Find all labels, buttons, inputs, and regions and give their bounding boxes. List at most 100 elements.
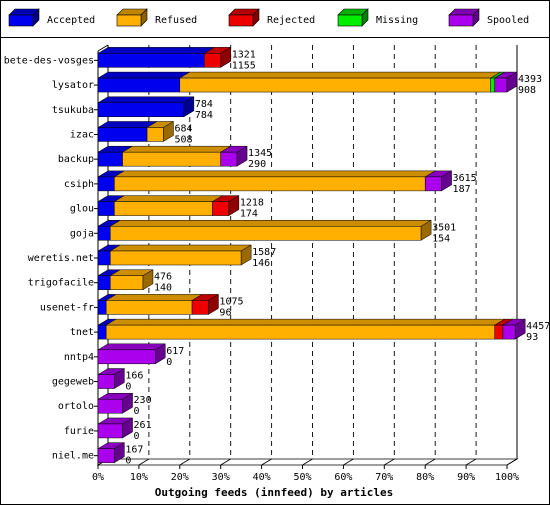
x-tick-label: 20% <box>171 472 189 483</box>
bar-segment-refused <box>146 127 164 142</box>
bar-segment-spooled <box>97 398 123 414</box>
x-tick-label: 90% <box>457 472 475 483</box>
legend-label: Spooled <box>487 15 529 26</box>
bar-segment-spooled <box>424 176 442 192</box>
bar-label-bytes: 96 <box>219 307 231 318</box>
bar-segment-top <box>105 318 506 326</box>
bar-segment-spooled <box>97 448 115 463</box>
bar-segment-accepted <box>97 201 115 216</box>
bar-side-face <box>155 343 166 365</box>
category-label: ortolo <box>58 401 94 412</box>
bar-segment-refused <box>179 77 491 93</box>
bar-segment-spooled <box>97 374 115 389</box>
bar-label-total: 261 <box>134 420 152 431</box>
x-tick-label: 70% <box>375 472 393 483</box>
legend-swatch <box>116 14 142 27</box>
bar-segment-top <box>113 195 224 202</box>
category-label: tsukuba <box>52 105 94 116</box>
bar-side-face <box>142 269 154 291</box>
bar-segment-accepted <box>97 275 111 290</box>
bar-segment-rejected <box>204 53 221 68</box>
legend-item-rejected: Rejected <box>228 8 315 27</box>
bar-label-total: 1218 <box>240 198 264 209</box>
bar-label-total: 684 <box>174 123 192 134</box>
bar-side-face <box>208 293 219 315</box>
bar-label-total: 476 <box>154 272 172 283</box>
bar-segment-top <box>97 96 195 104</box>
bar-side-face <box>240 244 252 266</box>
legend-swatch <box>448 14 474 27</box>
bar-segment-top <box>178 71 502 79</box>
bar-label-bytes: 140 <box>154 283 172 294</box>
x-tick-label: 60% <box>334 472 352 483</box>
bar-label-total: 230 <box>134 395 152 406</box>
bar-segment-spooled <box>97 349 156 365</box>
legend-label: Rejected <box>267 15 315 26</box>
floor-tick-line <box>220 458 231 466</box>
bar-side-face <box>420 219 432 241</box>
legend-swatch <box>8 14 34 27</box>
bar-label-bytes: 508 <box>174 134 192 145</box>
bar-side-face <box>441 170 452 192</box>
bar-segment-rejected <box>494 324 504 340</box>
x-axis-title: Outgoing feeds (innfeed) by articles <box>155 486 393 499</box>
category-label: glou <box>70 204 94 215</box>
category-label: trigofacile <box>28 278 94 289</box>
legend-label: Refused <box>155 15 197 26</box>
bar-label-bytes: 187 <box>453 184 471 195</box>
category-label: tnet <box>70 327 94 338</box>
x-tick-label: 80% <box>416 472 434 483</box>
legend-item-spooled: Spooled <box>448 8 529 27</box>
x-tick-label: 100% <box>495 472 519 483</box>
bar-segment-accepted <box>97 127 148 142</box>
bar-segment-top <box>121 145 232 153</box>
bar-side-face <box>114 368 125 389</box>
legend-label: Missing <box>376 15 418 26</box>
bar-segment-top <box>113 170 437 178</box>
bar-label-total: 1321 <box>232 49 256 60</box>
bar-segment-accepted <box>97 324 107 340</box>
floor-tick-line <box>179 458 191 466</box>
bar-side-face <box>236 145 248 167</box>
bar-segment-top <box>109 220 433 227</box>
legend: Accepted Refused Rejected Missing Spooled <box>8 8 529 27</box>
bar-side-face <box>114 442 125 464</box>
bar-segment-top <box>97 71 191 79</box>
floor-tick-line <box>506 458 518 466</box>
bar-segment-missing <box>490 77 495 93</box>
bar-side-face <box>163 121 174 142</box>
category-label: usenet-fr <box>40 302 94 313</box>
category-label: gegeweb <box>52 377 94 388</box>
bar-side-face <box>228 195 240 217</box>
bar-label-total: 784 <box>195 99 213 110</box>
bar-label-bytes: 93 <box>526 332 538 343</box>
category-label: niel.me <box>52 451 94 462</box>
back-wall-corner <box>97 44 109 52</box>
category-label: goja <box>70 228 94 239</box>
bar-label-total: 4393 <box>518 74 542 85</box>
category-label: lysator <box>52 80 94 91</box>
floor-tick-line <box>343 458 354 466</box>
bar-label-bytes: 1155 <box>232 60 256 71</box>
legend-swatch <box>337 14 363 27</box>
bar-label-bytes: 290 <box>248 159 266 170</box>
bar-segment-accepted <box>97 77 181 93</box>
bar-label-total: 617 <box>166 346 184 357</box>
bar-segment-spooled <box>220 151 238 167</box>
bar-label-bytes: 146 <box>252 258 270 269</box>
bar-segment-rejected <box>212 201 230 216</box>
bar-side-face <box>122 392 133 414</box>
bar-segment-refused <box>105 300 193 315</box>
bar-segment-refused <box>110 226 422 241</box>
bar-label-bytes: 0 <box>134 431 140 442</box>
bar-segment-accepted <box>97 226 111 241</box>
